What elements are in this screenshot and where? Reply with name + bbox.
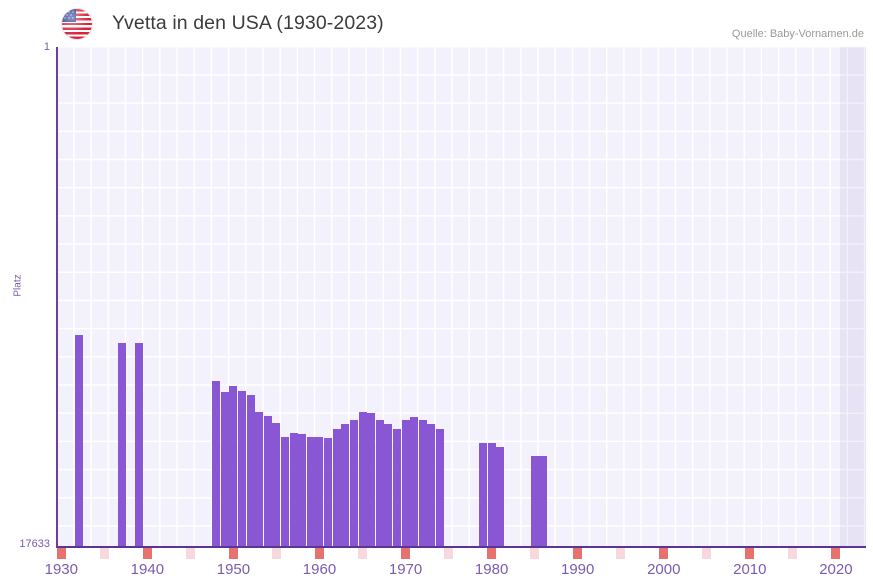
- x-tick-mark-1935: [99, 548, 109, 559]
- bar-1967[interactable]: [375, 420, 384, 547]
- projection-shaded-band: [840, 47, 866, 547]
- x-tick-mark-1975: [444, 548, 454, 559]
- bar-1963[interactable]: [341, 424, 350, 547]
- bar-1970[interactable]: [401, 420, 410, 547]
- bar-1973[interactable]: [427, 424, 436, 547]
- bar-1979[interactable]: [479, 443, 488, 547]
- bar-1951[interactable]: [238, 391, 247, 547]
- x-tick-label-1980: 1980: [474, 561, 509, 578]
- x-tick-mark-1995: [616, 548, 626, 559]
- bar-1986[interactable]: [539, 456, 548, 547]
- bar-1972[interactable]: [418, 420, 427, 547]
- x-tick-mark-2015: [788, 548, 798, 559]
- x-axis-line: [57, 546, 866, 548]
- x-tick-label-1960: 1960: [302, 561, 337, 578]
- x-tick-label-1930: 1930: [44, 561, 78, 578]
- x-tick-mark-2005: [702, 548, 712, 559]
- x-tick-mark-1965: [358, 548, 368, 559]
- bar-1974[interactable]: [435, 429, 444, 547]
- source-attribution: Quelle: Baby-Vornamen.de: [731, 28, 864, 40]
- x-tick-label-1970: 1970: [388, 561, 423, 578]
- x-tick-label-1990: 1990: [560, 561, 595, 578]
- bar-1959[interactable]: [306, 437, 315, 547]
- plot-area: [57, 47, 866, 547]
- x-tick-mark-2000: [659, 548, 669, 559]
- plot-gridlines: [57, 47, 866, 547]
- bar-1964[interactable]: [349, 420, 358, 547]
- x-tick-mark-1990: [573, 548, 583, 559]
- flag-canton: [62, 9, 76, 22]
- bar-1956[interactable]: [281, 437, 290, 547]
- bar-1932[interactable]: [74, 335, 83, 547]
- bar-1971[interactable]: [410, 417, 419, 547]
- bar-1939[interactable]: [134, 343, 143, 547]
- bar-1969[interactable]: [392, 429, 401, 547]
- y-axis-tick-bottom: 17633: [19, 538, 50, 550]
- bar-1966[interactable]: [367, 413, 376, 547]
- bar-1950[interactable]: [229, 386, 238, 547]
- y-axis-line: [56, 47, 58, 548]
- bar-1962[interactable]: [332, 429, 341, 547]
- y-axis-title: Platz: [12, 274, 24, 297]
- x-tick-label-2010: 2010: [733, 561, 767, 578]
- x-tick-mark-1940: [142, 548, 152, 559]
- bar-1981[interactable]: [496, 447, 505, 547]
- x-tick-label-2020: 2020: [819, 561, 853, 578]
- x-tick-mark-2020: [831, 548, 841, 559]
- bar-1957[interactable]: [289, 433, 298, 547]
- bar-1958[interactable]: [298, 434, 307, 547]
- x-tick-mark-1960: [314, 548, 324, 559]
- bar-1954[interactable]: [263, 416, 272, 547]
- x-tick-mark-1980: [487, 548, 497, 559]
- bar-1960[interactable]: [315, 437, 324, 547]
- x-tick-label-1950: 1950: [216, 561, 251, 578]
- bar-1980[interactable]: [487, 443, 496, 547]
- x-tick-mark-1970: [401, 548, 411, 559]
- bar-1968[interactable]: [384, 424, 393, 547]
- x-tick-mark-1945: [185, 548, 195, 559]
- y-axis-tick-top: 1: [43, 41, 50, 53]
- us-flag-icon: [62, 9, 92, 39]
- bar-1953[interactable]: [255, 412, 264, 547]
- x-tick-mark-1955: [271, 548, 281, 559]
- flag-gloss: [62, 9, 92, 39]
- x-tick-mark-1985: [530, 548, 540, 559]
- bar-1948[interactable]: [212, 381, 221, 547]
- x-tick-mark-1930: [56, 548, 66, 559]
- x-tick-label-2000: 2000: [647, 561, 681, 578]
- bar-1955[interactable]: [272, 423, 281, 547]
- page-title: Yvetta in den USA (1930-2023): [112, 12, 384, 34]
- bar-1965[interactable]: [358, 412, 367, 547]
- bar-1952[interactable]: [246, 395, 255, 547]
- bar-1961[interactable]: [324, 438, 333, 547]
- x-tick-label-1940: 1940: [130, 561, 165, 578]
- bar-1985[interactable]: [530, 456, 539, 547]
- chart-header: Yvetta in den USA (1930-2023) Quelle: Ba…: [0, 0, 873, 47]
- x-tick-mark-2010: [745, 548, 755, 559]
- bar-1949[interactable]: [220, 392, 229, 547]
- x-tick-mark-1950: [228, 548, 238, 559]
- bar-1937[interactable]: [117, 343, 126, 547]
